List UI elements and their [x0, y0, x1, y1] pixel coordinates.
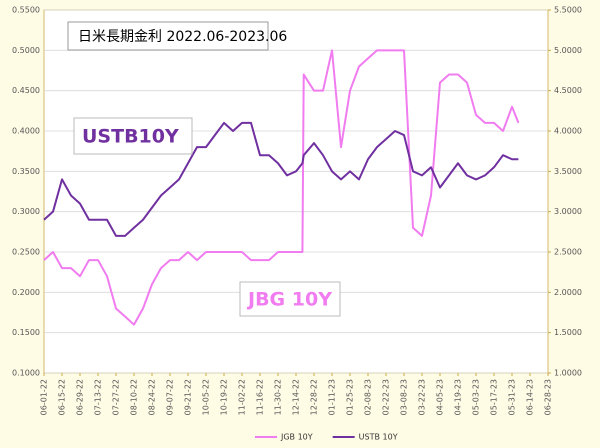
- y2-tick-label: 5.5000: [554, 6, 582, 15]
- y-tick-label: 0.4000: [12, 127, 40, 136]
- chart-title: 日米長期金利 2022.06-2023.06: [78, 29, 287, 45]
- x-tick-label: 10-19-22: [220, 379, 229, 415]
- x-tick-label: 06-15-22: [58, 379, 67, 415]
- x-tick-label: 12-28-22: [310, 379, 319, 415]
- x-tick-label: 03-08-23: [400, 379, 409, 415]
- y-tick-label: 0.2500: [12, 248, 40, 257]
- y-tick-label: 0.1500: [12, 328, 40, 337]
- y2-tick-label: 1.0000: [554, 369, 582, 378]
- x-tick-label: 03-22-23: [418, 379, 427, 415]
- x-tick-label: 09-07-22: [166, 379, 175, 415]
- x-tick-label: 02-22-23: [382, 379, 391, 415]
- y-tick-label: 0.5000: [12, 46, 40, 55]
- y2-tick-label: 2.0000: [554, 288, 582, 297]
- x-tick-label: 05-31-23: [508, 379, 517, 415]
- x-tick-label: 06-01-22: [40, 379, 49, 415]
- x-tick-label: 10-05-22: [202, 379, 211, 415]
- y2-tick-label: 5.0000: [554, 46, 582, 55]
- title-box: [67, 21, 269, 51]
- plot-area: [43, 9, 549, 374]
- x-tick-label: 04-05-23: [436, 379, 445, 415]
- x-tick-label: 11-16-22: [256, 379, 265, 415]
- legend-label: USTB 10Y: [359, 433, 398, 442]
- y-tick-label: 0.4500: [12, 86, 40, 95]
- annotation-box: [73, 117, 193, 155]
- x-tick-label: 12-14-22: [292, 379, 301, 415]
- x-tick-label: 04-19-23: [454, 379, 463, 415]
- x-tick-label: 06-28-23: [544, 379, 553, 415]
- x-tick-label: 01-25-23: [346, 379, 355, 415]
- y-tick-label: 0.3500: [12, 167, 40, 176]
- y2-tick-label: 1.5000: [554, 328, 582, 337]
- x-tick-label: 09-21-22: [184, 379, 193, 415]
- x-tick-label: 07-27-22: [112, 379, 121, 415]
- annotation-box: [239, 281, 341, 317]
- x-tick-label: 02-08-23: [364, 379, 373, 415]
- y2-tick-label: 4.5000: [554, 86, 582, 95]
- y2-tick-label: 3.5000: [554, 167, 582, 176]
- y-tick-label: 0.2000: [12, 288, 40, 297]
- series-line: [43, 121, 519, 237]
- annotation: USTB10Y: [82, 126, 179, 148]
- x-tick-label: 05-03-23: [472, 379, 481, 415]
- x-tick-label: 11-30-22: [274, 379, 283, 415]
- y2-tick-label: 4.0000: [554, 127, 582, 136]
- x-tick-label: 11-02-22: [238, 379, 247, 415]
- y2-tick-label: 3.0000: [554, 207, 582, 216]
- y-tick-label: 0.3000: [12, 207, 40, 216]
- x-tick-label: 08-10-22: [130, 379, 139, 415]
- series-line: [43, 49, 520, 326]
- y-tick-label: 0.1000: [12, 369, 40, 378]
- x-tick-label: 06-29-22: [76, 379, 85, 415]
- legend-label: JGB 10Y: [280, 433, 313, 442]
- x-tick-label: 07-13-22: [94, 379, 103, 415]
- x-tick-label: 01-11-23: [328, 379, 337, 415]
- annotation: JBG 10Y: [246, 289, 332, 311]
- x-tick-label: 06-14-23: [526, 379, 535, 415]
- x-tick-label: 08-24-22: [148, 379, 157, 415]
- y2-tick-label: 2.5000: [554, 248, 582, 257]
- y-tick-label: 0.5500: [12, 6, 40, 15]
- x-tick-label: 05-17-23: [490, 379, 499, 415]
